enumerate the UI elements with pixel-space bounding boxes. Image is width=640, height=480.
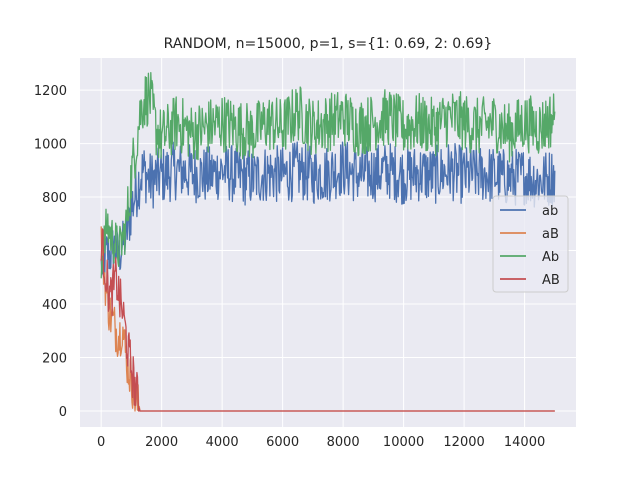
x-tick-label: 8000	[327, 435, 360, 450]
x-tick-label: 6000	[266, 435, 299, 450]
series-line-ab	[100, 141, 556, 276]
x-tick-label: 14000	[504, 435, 545, 450]
y-tick-label: 200	[42, 351, 67, 366]
series-lines	[100, 72, 556, 412]
x-tick-label: 2000	[145, 435, 178, 450]
series-line-Ab	[100, 72, 556, 279]
y-tick-label: 0	[59, 405, 67, 420]
legend-label-Ab: Ab	[542, 250, 559, 265]
x-tick-label: 4000	[206, 435, 239, 450]
legend-label-aB: aB	[542, 227, 559, 242]
legend-box	[492, 195, 569, 293]
legend: ab aB Ab AB	[492, 195, 569, 293]
chart-title: RANDOM, n=15000, p=1, s={1: 0.69, 2: 0.6…	[164, 36, 493, 52]
y-tick-label: 800	[42, 191, 67, 206]
x-tick-label: 10000	[383, 435, 424, 450]
axis-ticks: 0 2000 4000 6000 8000 10000 12000 14000 0 200 400 6…	[34, 84, 545, 450]
y-tick-label: 600	[42, 245, 67, 260]
x-tick-label: 12000	[443, 435, 484, 450]
legend-label-AB: AB	[542, 273, 560, 288]
legend-label-ab: ab	[542, 204, 558, 219]
y-tick-label: 1000	[34, 138, 67, 153]
series-line-AB	[100, 228, 555, 412]
y-tick-label: 400	[42, 298, 67, 313]
x-tick-label: 0	[97, 435, 105, 450]
y-tick-label: 1200	[34, 84, 67, 99]
